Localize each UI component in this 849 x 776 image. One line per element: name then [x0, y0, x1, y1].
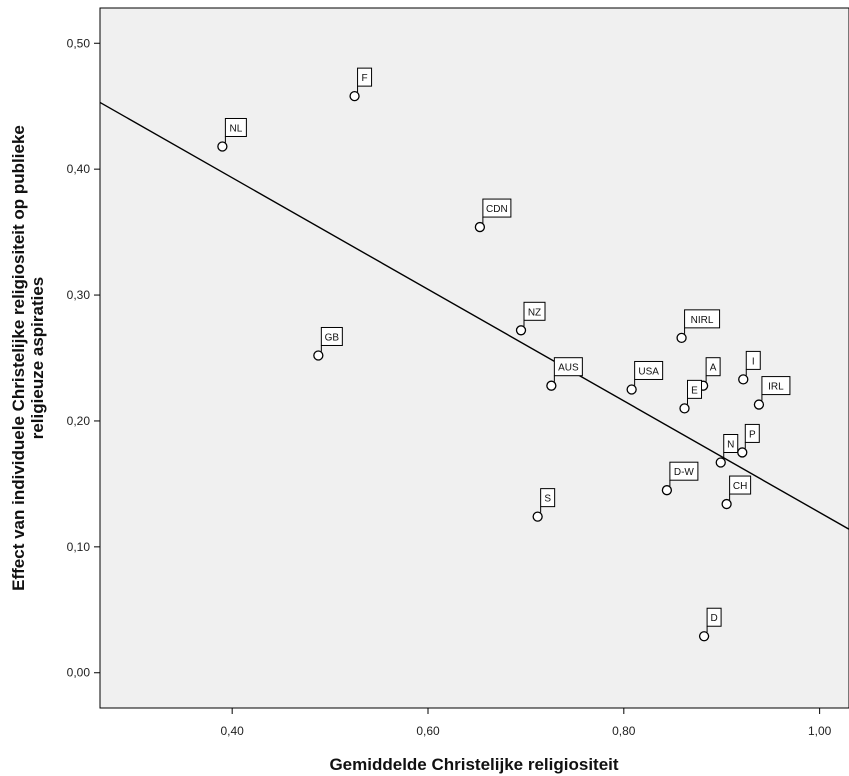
point-label: USA — [638, 366, 659, 377]
y-tick-label: 0,40 — [67, 162, 91, 176]
data-point: S — [532, 488, 556, 522]
point-label-box — [634, 360, 664, 380]
x-axis: 0,40 0,60 0,80 1,00 — [220, 708, 832, 738]
y-axis-title-line-1: Effect van individuele Christelijke reli… — [9, 125, 28, 591]
point-marker — [753, 399, 765, 410]
point-label-box — [357, 67, 373, 87]
point-marker — [532, 511, 543, 522]
point-marker — [698, 631, 710, 642]
point-marker — [676, 332, 687, 344]
point-label: I — [752, 356, 755, 367]
point-label: D — [710, 613, 717, 624]
data-point: NIRL — [676, 309, 721, 344]
point-marker — [217, 141, 228, 152]
point-label: S — [544, 494, 551, 505]
plot-area — [99, 7, 849, 709]
data-point: A — [697, 357, 721, 391]
point-marker — [626, 384, 637, 395]
point-label-box — [684, 309, 721, 329]
data-point: GB — [313, 326, 343, 361]
x-axis-title: Gemiddelde Christelijke religiositeit — [329, 755, 618, 774]
x-tick-label: 1,00 — [808, 724, 832, 738]
point-marker — [661, 485, 673, 496]
point-marker — [515, 325, 527, 336]
data-point: E — [679, 379, 703, 414]
y-tick-label: 0,50 — [67, 36, 91, 50]
data-point: N — [715, 433, 739, 468]
point-marker — [546, 380, 557, 391]
data-point: NL — [217, 117, 247, 152]
data-point: AUS — [546, 357, 583, 391]
point-label-box — [744, 423, 760, 443]
y-axis-title-line-2: religieuze aspiraties — [28, 277, 47, 440]
point-label: P — [749, 429, 756, 440]
point-label-box — [723, 433, 739, 453]
point-label: D-W — [674, 467, 695, 478]
point-label-box — [320, 326, 343, 346]
data-point: F — [349, 67, 373, 102]
point-label: AUS — [558, 363, 579, 374]
point-label-box — [224, 117, 247, 137]
point-marker — [738, 374, 749, 385]
point-label-box — [729, 475, 752, 495]
point-label: F — [362, 73, 368, 84]
point-marker — [715, 457, 726, 468]
point-label: NL — [229, 123, 242, 134]
data-point: IRL — [753, 376, 791, 410]
data-point: D — [698, 607, 722, 642]
point-label-box — [669, 461, 699, 481]
point-label-box — [706, 607, 722, 627]
y-tick-label: 0,10 — [67, 540, 91, 554]
y-tick-label: 0,00 — [67, 666, 91, 680]
point-marker — [737, 447, 748, 458]
point-label: GB — [325, 332, 340, 343]
data-points: NL F GB CDN NZ AUS S USA NIRL A E I IRL D-W N P CH D — [217, 67, 791, 642]
point-label: CDN — [486, 204, 508, 215]
data-point: P — [737, 423, 760, 458]
point-label: CH — [733, 481, 747, 492]
point-marker — [721, 498, 732, 510]
x-tick-label: 0,80 — [612, 724, 636, 738]
data-point: CH — [721, 475, 752, 510]
point-marker — [313, 350, 324, 361]
point-label-box — [705, 357, 721, 377]
data-point: USA — [626, 360, 664, 395]
x-tick-label: 0,60 — [416, 724, 440, 738]
point-label-box — [553, 357, 583, 377]
point-label: E — [691, 385, 698, 396]
y-tick-label: 0,30 — [67, 288, 91, 302]
point-marker — [474, 221, 486, 233]
point-label-box — [540, 488, 556, 508]
point-marker — [679, 403, 690, 414]
data-point: CDN — [474, 198, 512, 233]
x-tick-label: 0,40 — [220, 724, 244, 738]
point-label-box — [761, 376, 791, 396]
data-point: NZ — [515, 301, 546, 336]
point-label-box — [687, 379, 703, 399]
point-marker — [349, 90, 360, 102]
point-label-box — [482, 198, 512, 218]
point-label-box — [745, 350, 761, 370]
point-label: NIRL — [691, 315, 714, 326]
data-point: D-W — [661, 461, 699, 496]
point-label: N — [727, 439, 734, 450]
point-label: IRL — [768, 382, 784, 393]
y-axis: 0,00 0,10 0,20 0,30 0,40 0,50 — [67, 36, 100, 680]
y-tick-label: 0,20 — [67, 414, 91, 428]
point-label-box — [523, 301, 546, 321]
point-label: A — [710, 363, 717, 374]
y-axis-title: Effect van individuele Christelijke reli… — [9, 125, 47, 591]
point-label: NZ — [528, 307, 541, 318]
data-point: I — [738, 350, 761, 385]
